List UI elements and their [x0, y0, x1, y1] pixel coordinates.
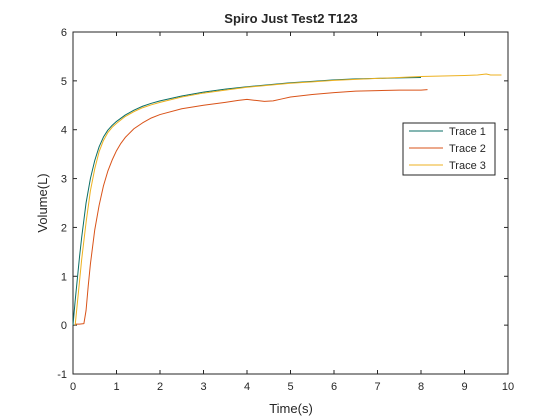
x-axis: 0 1 2 3 4 5 6 7 8 9 10	[70, 32, 514, 393]
series-line-trace-3	[74, 73, 502, 326]
x-tick-label: 4	[244, 381, 250, 393]
y-axis: -1 0 1 2 3 4 5 6	[57, 27, 508, 381]
x-tick-label: 5	[287, 381, 293, 393]
legend-box	[402, 122, 496, 176]
y-tick-label: 3	[61, 174, 67, 186]
y-tick-label: 2	[61, 222, 67, 234]
series-layer	[72, 73, 502, 326]
legend: Trace 1 Trace 2 Trace 3	[402, 122, 496, 176]
series-line-trace-2	[75, 89, 428, 325]
legend-label-trace-3: Trace 3	[449, 160, 486, 172]
y-tick-label: 5	[61, 76, 67, 88]
y-axis-label: Volume(L)	[35, 173, 50, 232]
x-axis-label: Time(s)	[269, 401, 313, 416]
x-tick-label: 9	[461, 381, 467, 393]
y-tick-label: 6	[61, 27, 67, 39]
x-tick-label: 0	[70, 381, 76, 393]
x-tick-label: 10	[502, 381, 514, 393]
plot-area	[72, 31, 509, 375]
x-tick-label: 8	[418, 381, 424, 393]
y-tick-label: 0	[61, 320, 67, 332]
x-tick-label: 2	[157, 381, 163, 393]
y-tick-label: 1	[61, 271, 67, 283]
x-tick-label: 6	[331, 381, 337, 393]
x-tick-label: 1	[113, 381, 119, 393]
x-tick-label: 3	[200, 381, 206, 393]
y-tick-label: -1	[57, 369, 67, 381]
legend-label-trace-1: Trace 1	[449, 126, 486, 138]
chart-title: Spiro Just Test2 T123	[224, 11, 357, 26]
x-tick-label: 7	[374, 381, 380, 393]
legend-label-trace-2: Trace 2	[449, 143, 486, 155]
y-tick-label: 4	[61, 125, 67, 137]
